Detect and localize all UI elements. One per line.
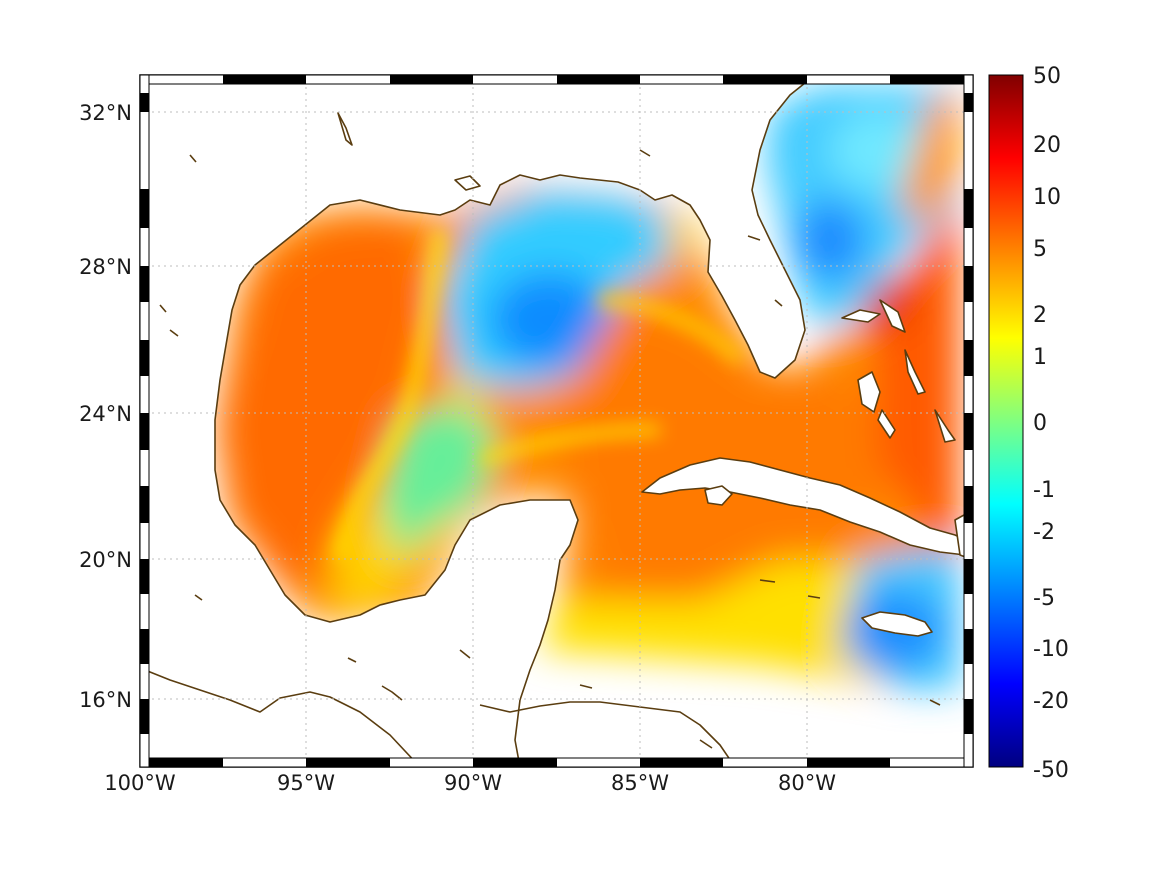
colorbar-tick-label: 1 — [1033, 345, 1047, 370]
lon-tick-label: 100°W — [104, 771, 176, 795]
colorbar-tick-label: -10 — [1033, 637, 1069, 662]
lat-tick-label: 16°N — [79, 688, 132, 712]
bahamas-exuma — [877, 409, 896, 439]
colorbar-tick-label: 20 — [1033, 133, 1061, 158]
bahamas-long-island — [934, 409, 956, 443]
colorbar-tick-label: -2 — [1033, 520, 1055, 545]
colorbar-tick-label: 0 — [1033, 411, 1047, 436]
north-america-land — [140, 75, 816, 767]
colorbar-tick-label: 50 — [1033, 64, 1061, 89]
colorbar-tick-label: -20 — [1033, 689, 1069, 714]
lon-tick-label: 85°W — [611, 771, 669, 795]
colorbar-tick-label: -5 — [1033, 586, 1055, 611]
lat-tick-label: 28°N — [79, 255, 132, 279]
graticule — [140, 75, 973, 767]
lat-tick-label: 24°N — [79, 402, 132, 426]
bahamas-eleuthera — [904, 349, 926, 395]
longitude-labels: 100°W 95°W 90°W 85°W 80°W — [104, 771, 836, 795]
lat-tick-label: 32°N — [79, 101, 132, 125]
lon-tick-label: 80°W — [778, 771, 836, 795]
latitude-labels: 32°N 28°N 24°N 20°N 16°N — [79, 101, 132, 712]
map-panel: 100°W 95°W 90°W 85°W 80°W 32°N 28°N 24°N… — [79, 74, 974, 795]
colorbar-tick-label: -1 — [1033, 478, 1055, 503]
colorbar-tick-label: 10 — [1033, 185, 1061, 210]
isla-juventud-land — [704, 485, 733, 506]
colorbar-labels: 50 20 10 5 2 1 0 -1 -2 -5 -10 -20 -50 — [1033, 64, 1069, 783]
colorbar-tick-label: 2 — [1033, 303, 1047, 328]
colorbar-tick-label: -50 — [1033, 758, 1069, 783]
colorbar-tick-label: 5 — [1033, 237, 1047, 262]
jamaica-land — [861, 611, 933, 637]
bahamas-grand-bahama — [841, 309, 881, 323]
coastline-details — [140, 112, 941, 767]
lon-tick-label: 90°W — [444, 771, 502, 795]
map-frame — [139, 74, 974, 768]
colorbar-gradient — [988, 74, 1024, 768]
colorbar: 50 20 10 5 2 1 0 -1 -2 -5 -10 -20 -50 — [988, 64, 1069, 783]
bahamas-andros — [857, 371, 881, 413]
lon-tick-label: 95°W — [277, 771, 335, 795]
bahamas-abaco — [879, 299, 906, 333]
lat-tick-label: 20°N — [79, 548, 132, 572]
